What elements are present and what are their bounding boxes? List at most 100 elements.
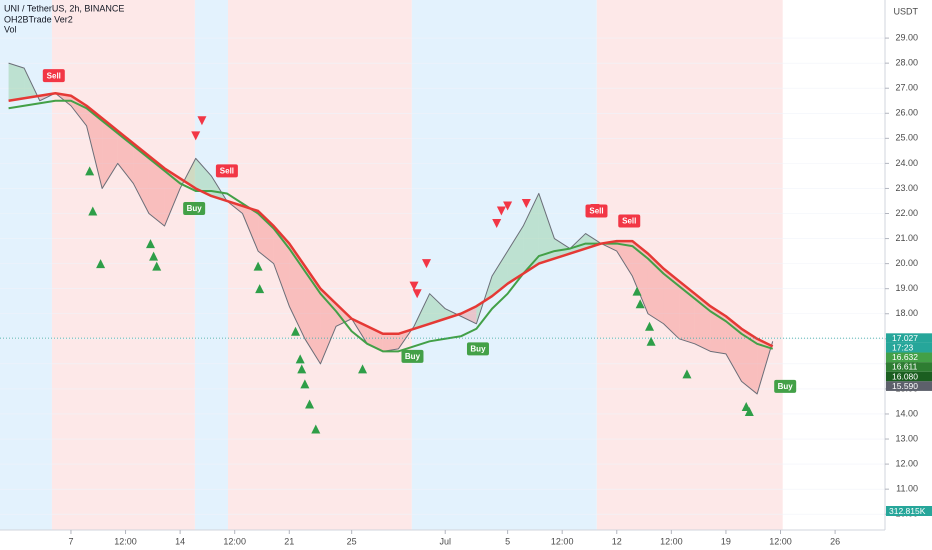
buy-marker [635, 299, 645, 309]
signal-text: Sell [220, 167, 234, 176]
signal-text: Sell [622, 217, 636, 226]
x-tick-label: 25 [347, 536, 357, 546]
buy-marker [149, 251, 159, 261]
trend-fill [133, 143, 149, 214]
signal-label [585, 204, 608, 218]
x-tick-label: 21 [284, 536, 294, 546]
price-tag [886, 352, 932, 363]
price-tag [886, 381, 932, 391]
sell-marker [496, 206, 506, 216]
x-tick-label: 12:00 [660, 536, 683, 546]
y-tick-label: 24.00 [895, 158, 918, 168]
price-tag-text: 16.611 [892, 362, 918, 372]
buy-marker [297, 364, 307, 374]
x-tick-label: 12:00 [551, 536, 574, 546]
y-tick-label: 14.00 [895, 408, 918, 418]
x-tick-label: 12:00 [769, 536, 792, 546]
currency: USDT [894, 6, 919, 16]
buy-marker [152, 261, 162, 271]
sell-marker [492, 219, 502, 229]
trend-fill [86, 105, 103, 189]
signal-text: Sell [589, 207, 603, 216]
y-tick-label: 23.00 [895, 183, 918, 193]
buy-marker [96, 259, 106, 269]
y-tick-label: 26.00 [895, 108, 918, 118]
buy-marker [88, 206, 98, 216]
price-tag-text: 15.590 [892, 381, 918, 391]
trend-fill [725, 316, 742, 382]
trend-fill [616, 241, 633, 277]
trend-fill [195, 158, 212, 196]
buy-marker [311, 424, 321, 434]
trend-fill [507, 226, 524, 284]
background-band [51, 0, 195, 530]
y-tick-label: 22.00 [895, 208, 918, 218]
trend-fill [538, 193, 555, 264]
buy-marker [295, 354, 305, 364]
buy-marker [85, 166, 95, 176]
sell-marker [191, 131, 201, 141]
x-tick-label: 7 [68, 536, 73, 546]
trend-fill [304, 266, 321, 364]
sell-marker [422, 259, 432, 269]
buy-marker [645, 321, 655, 331]
volume-tag [886, 506, 932, 516]
buy-marker [145, 239, 155, 249]
trend-fill [148, 155, 165, 227]
x-tick-label: 14 [175, 536, 185, 546]
series-line [8, 91, 774, 348]
x-tick-label: 26 [830, 536, 840, 546]
trend-fill [632, 241, 648, 314]
price-tag [886, 333, 932, 343]
signal-text: Sell [47, 71, 61, 80]
y-tick-label: 13.00 [895, 433, 918, 443]
buy-marker [744, 406, 754, 416]
sell-marker [412, 289, 422, 299]
x-tick-label: Jul [439, 536, 451, 546]
buy-marker [305, 399, 315, 409]
trend-fill [164, 168, 181, 227]
trend-fill [289, 243, 305, 339]
indicator-name: OH2BTrade Ver2 [4, 14, 73, 24]
price-tag-text: 17.027 [892, 333, 918, 343]
series-line [8, 99, 774, 353]
y-tick-label: 12.00 [895, 458, 918, 468]
y-tick-label: 29.00 [895, 32, 918, 42]
x-tick-label: 12:00 [223, 536, 246, 546]
buy-marker [291, 326, 301, 336]
trend-fill [460, 306, 477, 324]
signal-label [42, 69, 65, 83]
trend-fill [492, 251, 508, 297]
background-band [194, 0, 228, 530]
trend-fill [585, 233, 602, 249]
trend-fill [741, 328, 758, 394]
x-tick-label: 19 [721, 536, 731, 546]
price-tag [886, 362, 932, 372]
sell-marker [521, 198, 531, 208]
signal-label [183, 201, 206, 215]
buy-marker [682, 369, 692, 379]
signal-text: Buy [470, 344, 486, 353]
trend-fill [382, 333, 399, 352]
buy-marker [632, 286, 642, 296]
indicator-name: Vol [4, 24, 17, 34]
buy-marker [255, 284, 265, 294]
sell-marker [503, 201, 513, 211]
buy-marker [253, 261, 263, 271]
signal-text: Buy [187, 204, 203, 213]
y-tick-label: 25.00 [895, 133, 918, 143]
volume-tag-text: 312.815K [889, 506, 926, 516]
price-tag [886, 371, 932, 382]
sell-marker [409, 281, 419, 291]
y-tick-label: 21.00 [895, 233, 918, 243]
buy-marker [646, 336, 656, 346]
price-tag-text: 16.080 [892, 371, 918, 381]
y-tick-label: 19.00 [895, 283, 918, 293]
background-band [596, 0, 783, 530]
x-tick-label: 12 [612, 536, 622, 546]
chart-title: UNI / TetherUS, 2h, BINANCE [4, 3, 124, 13]
signal-label [401, 349, 424, 363]
price-tag [886, 342, 932, 353]
signal-label [774, 379, 797, 393]
y-tick-label: 20.00 [895, 258, 918, 268]
